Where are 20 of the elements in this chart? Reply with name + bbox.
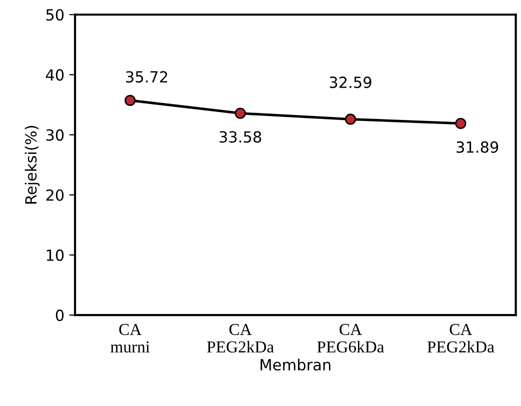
x-tick-label: CA PEG2kDa [427,324,494,353]
point [344,114,356,125]
data-label: 32.59 [330,76,372,88]
y-tick-label: 40 [46,69,64,81]
y-tick-label: 20 [46,189,64,201]
x-tick-label: CA PEG6kDa [317,324,384,353]
y-tick-label: 50 [46,9,64,21]
x-tick-label: CA PEG2kDa [206,324,274,353]
data-label: 35.72 [126,71,168,83]
data-label: 31.89 [456,141,498,153]
x-tick-label: CA murni [110,324,150,353]
point [455,118,466,129]
data-label: 33.58 [220,131,262,143]
y-tick-label: 10 [46,249,64,261]
point [124,94,136,106]
point [234,108,246,119]
x-axis-title: Membran [260,358,330,371]
y-tick-label: 0 [56,310,64,322]
y-axis-title: Rejeksi(%) [24,126,40,204]
y-tick-label: 30 [46,129,64,141]
